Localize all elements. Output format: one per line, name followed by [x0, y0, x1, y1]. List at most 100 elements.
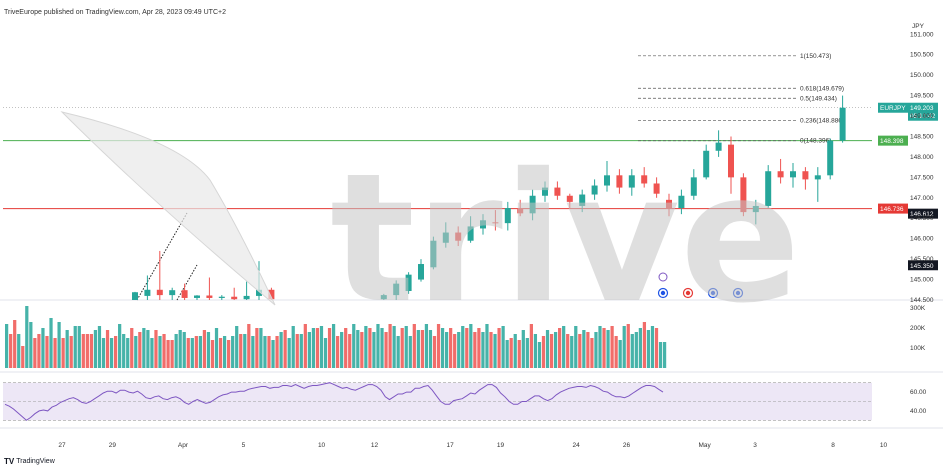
- price-tick-label: 147.500: [910, 174, 934, 181]
- candle-body: [268, 289, 275, 300]
- volume-bar: [239, 334, 243, 368]
- price-tick-label: 144.500: [910, 297, 934, 304]
- volume-bar: [501, 326, 505, 368]
- volume-bar: [53, 338, 57, 368]
- volume-bar: [279, 332, 283, 368]
- volume-bar: [166, 340, 170, 368]
- volume-bar: [113, 336, 118, 368]
- volume-bar: [541, 336, 546, 368]
- volume-bar: [118, 324, 122, 368]
- price-tick-label: 150.500: [910, 52, 934, 59]
- volume-bar: [428, 330, 433, 368]
- time-tick-label: 24: [572, 442, 580, 449]
- price-tick-label: 149.000: [910, 113, 934, 120]
- volume-pane[interactable]: 300K 200K 100K: [5, 305, 926, 368]
- calendar-event-dot: [660, 290, 666, 296]
- time-tick-label: 5: [242, 442, 246, 449]
- volume-bar: [444, 332, 449, 368]
- price-axis[interactable]: JPY 151.000150.500150.000149.500149.0001…: [910, 23, 934, 304]
- time-tick-label: 3: [753, 442, 757, 449]
- volume-bar: [126, 338, 130, 368]
- volume-bar: [33, 338, 37, 368]
- volume-bar: [81, 334, 85, 368]
- volume-bar: [481, 332, 485, 368]
- volume-bar: [295, 334, 299, 368]
- candle-body: [393, 283, 400, 296]
- volume-bar: [457, 332, 461, 368]
- candle-body: [715, 142, 722, 151]
- volume-bar: [566, 334, 570, 368]
- volume-bar: [202, 330, 207, 368]
- volume-bar: [368, 328, 372, 368]
- volume-bar: [360, 332, 364, 368]
- price-tick-label: 150.000: [910, 72, 934, 79]
- volume-bar: [408, 336, 412, 368]
- volume-bar: [348, 334, 352, 368]
- time-axis[interactable]: 27 29 Apr 5 10 12 17 19 24 26 May 3 8 10: [58, 442, 887, 449]
- volume-bar: [69, 336, 73, 368]
- volume-bar: [13, 320, 17, 368]
- candle-body: [814, 175, 821, 180]
- volume-bar: [331, 324, 336, 368]
- volume-bar: [505, 340, 509, 368]
- volume-bar: [142, 328, 146, 368]
- volume-bar: [582, 330, 586, 368]
- volume-bar: [424, 324, 429, 368]
- volume-bar: [485, 324, 489, 368]
- candle-body: [256, 289, 262, 296]
- trive-logo-mark: [60, 111, 276, 306]
- fib-level-label: 0.5(149.434): [800, 95, 837, 102]
- volume-bar: [303, 324, 307, 368]
- candle-body: [566, 195, 573, 202]
- volume-bar: [85, 334, 89, 368]
- price-tick-label: 145.000: [910, 277, 934, 284]
- volume-bar: [416, 330, 420, 368]
- candle-body: [418, 264, 424, 280]
- volume-bar: [489, 332, 493, 368]
- price-pane[interactable]: 148.398 146.736 1(150.473) 0.618(149.679) 0.…: [0, 53, 943, 429]
- volume-bar: [618, 340, 622, 368]
- candle-body: [430, 240, 437, 268]
- volume-bar: [5, 324, 9, 368]
- volume-bar: [473, 332, 477, 368]
- volume-tick-label: 100K: [910, 345, 926, 352]
- volume-bar: [626, 324, 630, 368]
- volume-bar: [170, 340, 174, 368]
- price-tick-label: 148.000: [910, 154, 934, 161]
- volume-bar: [65, 330, 69, 368]
- volume-bar: [549, 334, 554, 368]
- symbol-tag: [878, 102, 908, 113]
- volume-bar: [537, 342, 542, 368]
- watermark-text: trive: [330, 135, 801, 342]
- volume-bar: [650, 326, 655, 368]
- rsi-pane[interactable]: 60.00 40.00: [3, 382, 927, 421]
- volume-bar: [590, 338, 594, 368]
- candle-body: [442, 232, 449, 243]
- volume-bar: [231, 336, 235, 368]
- horizontal-level-tag: [878, 203, 908, 214]
- volume-tick-label: 200K: [910, 325, 926, 332]
- volume-bar: [598, 326, 602, 368]
- volume-bar: [400, 328, 404, 368]
- volume-bar: [122, 334, 126, 368]
- volume-bar: [570, 336, 574, 368]
- volume-bar: [29, 322, 33, 368]
- price-tag-text: 146.612: [910, 211, 934, 218]
- candle-body: [752, 205, 759, 213]
- price-tick-label: 148.500: [910, 133, 934, 140]
- volume-bar: [634, 332, 638, 368]
- candle-body: [218, 296, 225, 298]
- volume-bar: [420, 330, 425, 368]
- price-tag: [908, 208, 938, 219]
- footer-text: TradingView: [16, 458, 55, 465]
- volume-bar: [392, 326, 396, 368]
- volume-bar: [574, 326, 578, 368]
- volume-bar: [327, 328, 332, 368]
- volume-bar: [319, 326, 324, 368]
- candle-body: [243, 295, 250, 300]
- volume-bar: [404, 326, 408, 368]
- volume-bar: [513, 334, 517, 368]
- candle-body: [542, 187, 548, 196]
- volume-bar: [646, 330, 651, 368]
